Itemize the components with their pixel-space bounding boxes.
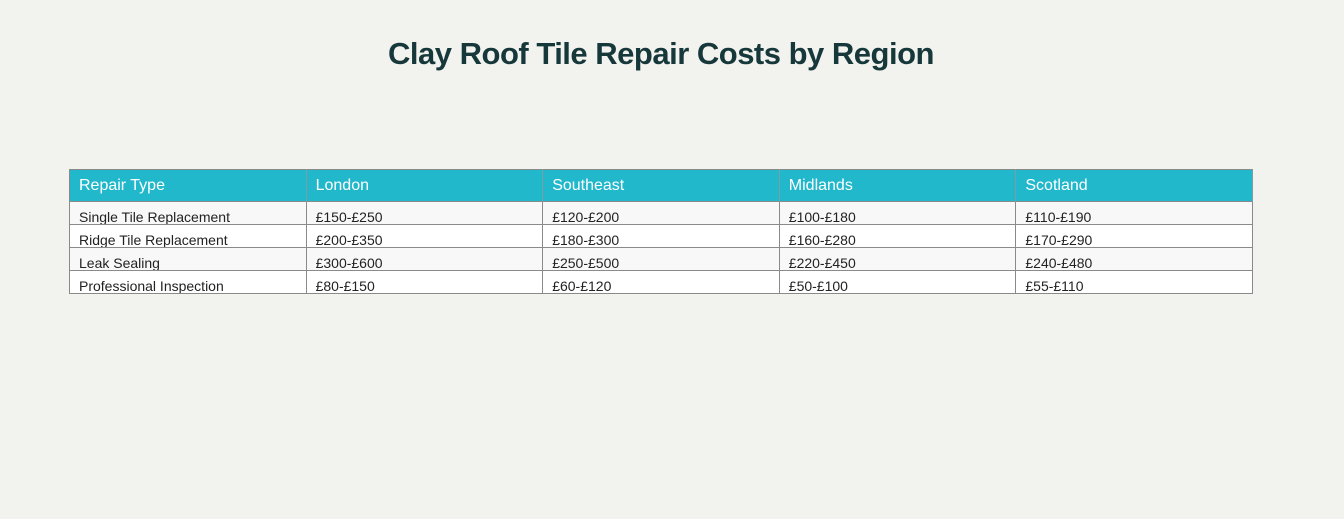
column-header: London [306,169,544,202]
repair-costs-table: Repair Type London Southeast Midlands Sc… [69,169,1253,294]
table-row: Professional Inspection £80-£150 £60-£120 £… [69,270,1253,294]
table-cell: £300-£600 [306,247,544,271]
table-cell: £50-£100 [779,270,1017,294]
column-header: Repair Type [69,169,307,202]
page-title: Clay Roof Tile Repair Costs by Region [388,36,934,71]
column-header: Scotland [1015,169,1253,202]
table-row: Single Tile Replacement £150-£250 £120-£20… [69,201,1253,225]
table-row: Ridge Tile Replacement £200-£350 £180-£300… [69,224,1253,248]
table-cell: £170-£290 [1015,224,1253,248]
table-cell: Professional Inspection [69,270,307,294]
table-cell: £200-£350 [306,224,544,248]
table-cell: £110-£190 [1015,201,1253,225]
table-cell: £180-£300 [542,224,780,248]
table-cell: £240-£480 [1015,247,1253,271]
column-header: Midlands [779,169,1017,202]
table-cell: Leak Sealing [69,247,307,271]
table-header-row: Repair Type London Southeast Midlands Sc… [69,169,1253,202]
table-cell: £120-£200 [542,201,780,225]
table-cell: £150-£250 [306,201,544,225]
table-cell: Ridge Tile Replacement [69,224,307,248]
table-cell: £60-£120 [542,270,780,294]
table-cell: £250-£500 [542,247,780,271]
table-cell: £80-£150 [306,270,544,294]
table-cell: £220-£450 [779,247,1017,271]
column-header: Southeast [542,169,780,202]
table-cell: £55-£110 [1015,270,1253,294]
table-cell: Single Tile Replacement [69,201,307,225]
table-row: Leak Sealing £300-£600 £250-£500 £220-£450 £… [69,247,1253,271]
table-cell: £160-£280 [779,224,1017,248]
table-cell: £100-£180 [779,201,1017,225]
